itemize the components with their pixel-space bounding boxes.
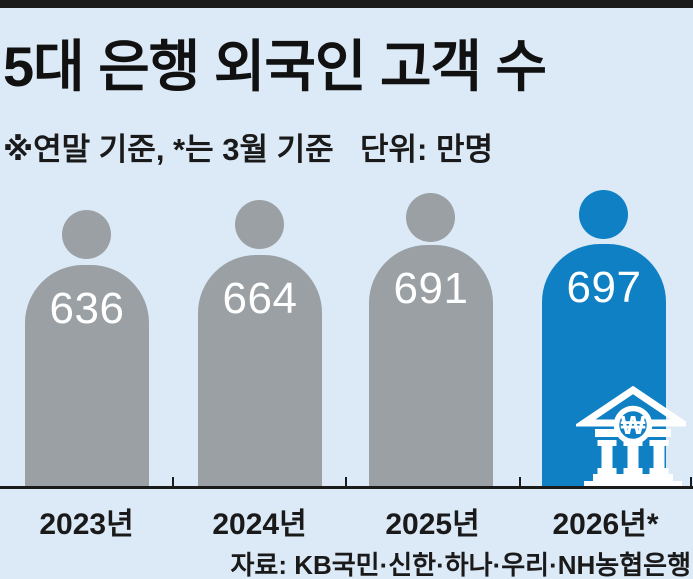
person-body: 636 bbox=[25, 265, 149, 486]
x-label-2023: 2023년 bbox=[39, 508, 134, 541]
value-label: 691 bbox=[393, 264, 469, 313]
person-head bbox=[406, 193, 455, 242]
source-label: 자료: KB국민·신한·하나·우리·NH농협은행 bbox=[230, 550, 691, 579]
axis-tick bbox=[519, 477, 521, 486]
value-label: 664 bbox=[222, 274, 298, 323]
won-symbol: ₩ bbox=[621, 410, 646, 440]
chart-title: 5대 은행 외국인 고객 수 bbox=[3, 35, 547, 98]
value-label: 636 bbox=[49, 284, 125, 333]
axis-tick bbox=[690, 477, 692, 486]
person-head bbox=[579, 190, 628, 239]
won-medallion bbox=[613, 405, 653, 445]
person-bar-2024: 664 bbox=[198, 200, 322, 486]
unit-label: 단위: 만명 bbox=[360, 132, 494, 167]
value-label: 697 bbox=[566, 263, 642, 312]
person-head bbox=[62, 210, 111, 259]
x-label-2025: 2025년 bbox=[385, 508, 480, 541]
axis-tick bbox=[172, 477, 174, 486]
x-axis-baseline bbox=[0, 486, 693, 489]
person-body: 664 bbox=[198, 255, 322, 486]
top-border-bar bbox=[0, 0, 693, 8]
person-bar-2025: 691 bbox=[369, 193, 493, 486]
chart-note: ※연말 기준, *는 3월 기준 bbox=[3, 132, 334, 167]
x-label-2024: 2024년 bbox=[212, 508, 307, 541]
x-label-2026: 2026년* bbox=[552, 508, 659, 541]
bank-building-won-icon: ₩ bbox=[576, 386, 686, 489]
person-bar-2023: 636 bbox=[25, 210, 149, 486]
axis-tick bbox=[345, 477, 347, 486]
person-head bbox=[235, 200, 284, 249]
person-body: 691 bbox=[369, 245, 493, 486]
